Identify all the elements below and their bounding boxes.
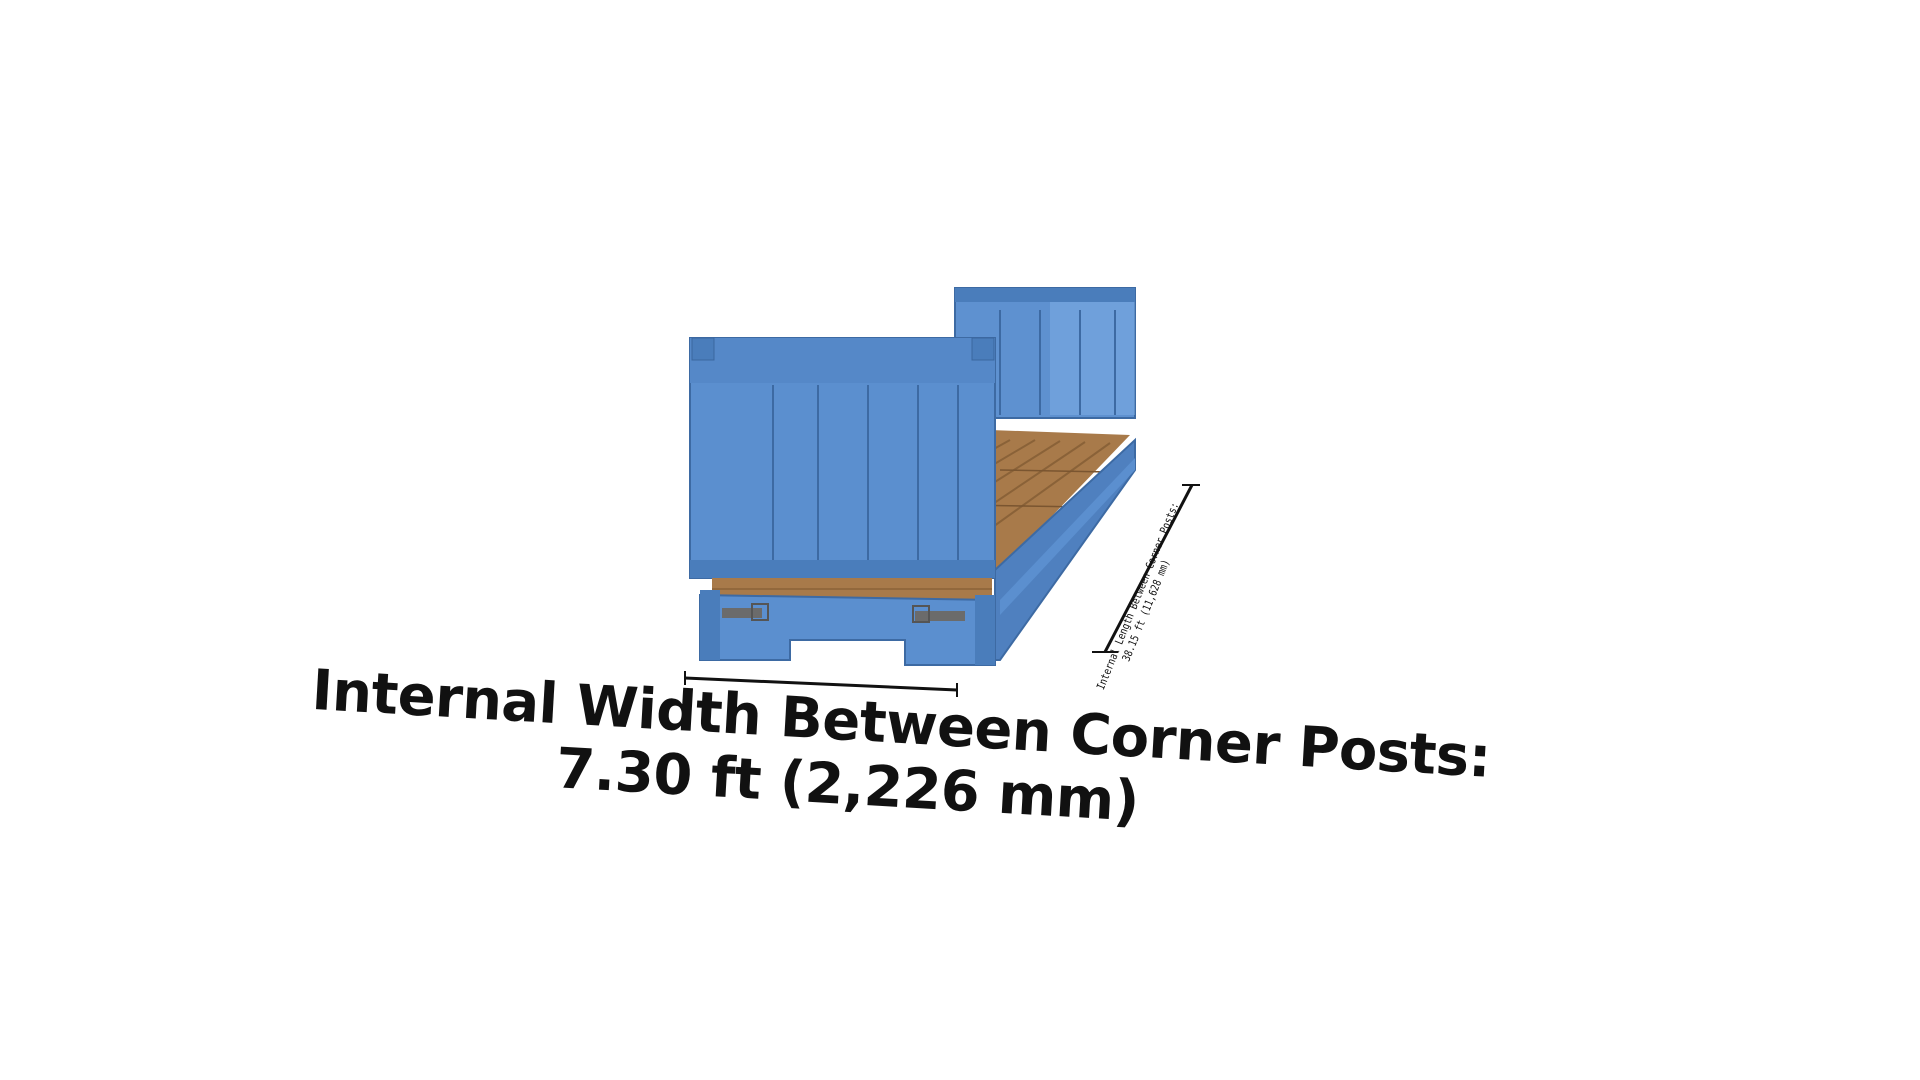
width-dimension-line: [684, 671, 958, 697]
front-end-wall: [689, 337, 996, 579]
base-frame: [699, 590, 996, 666]
length-dimension-line: [1092, 484, 1200, 653]
front-floor-strip: [712, 578, 992, 600]
